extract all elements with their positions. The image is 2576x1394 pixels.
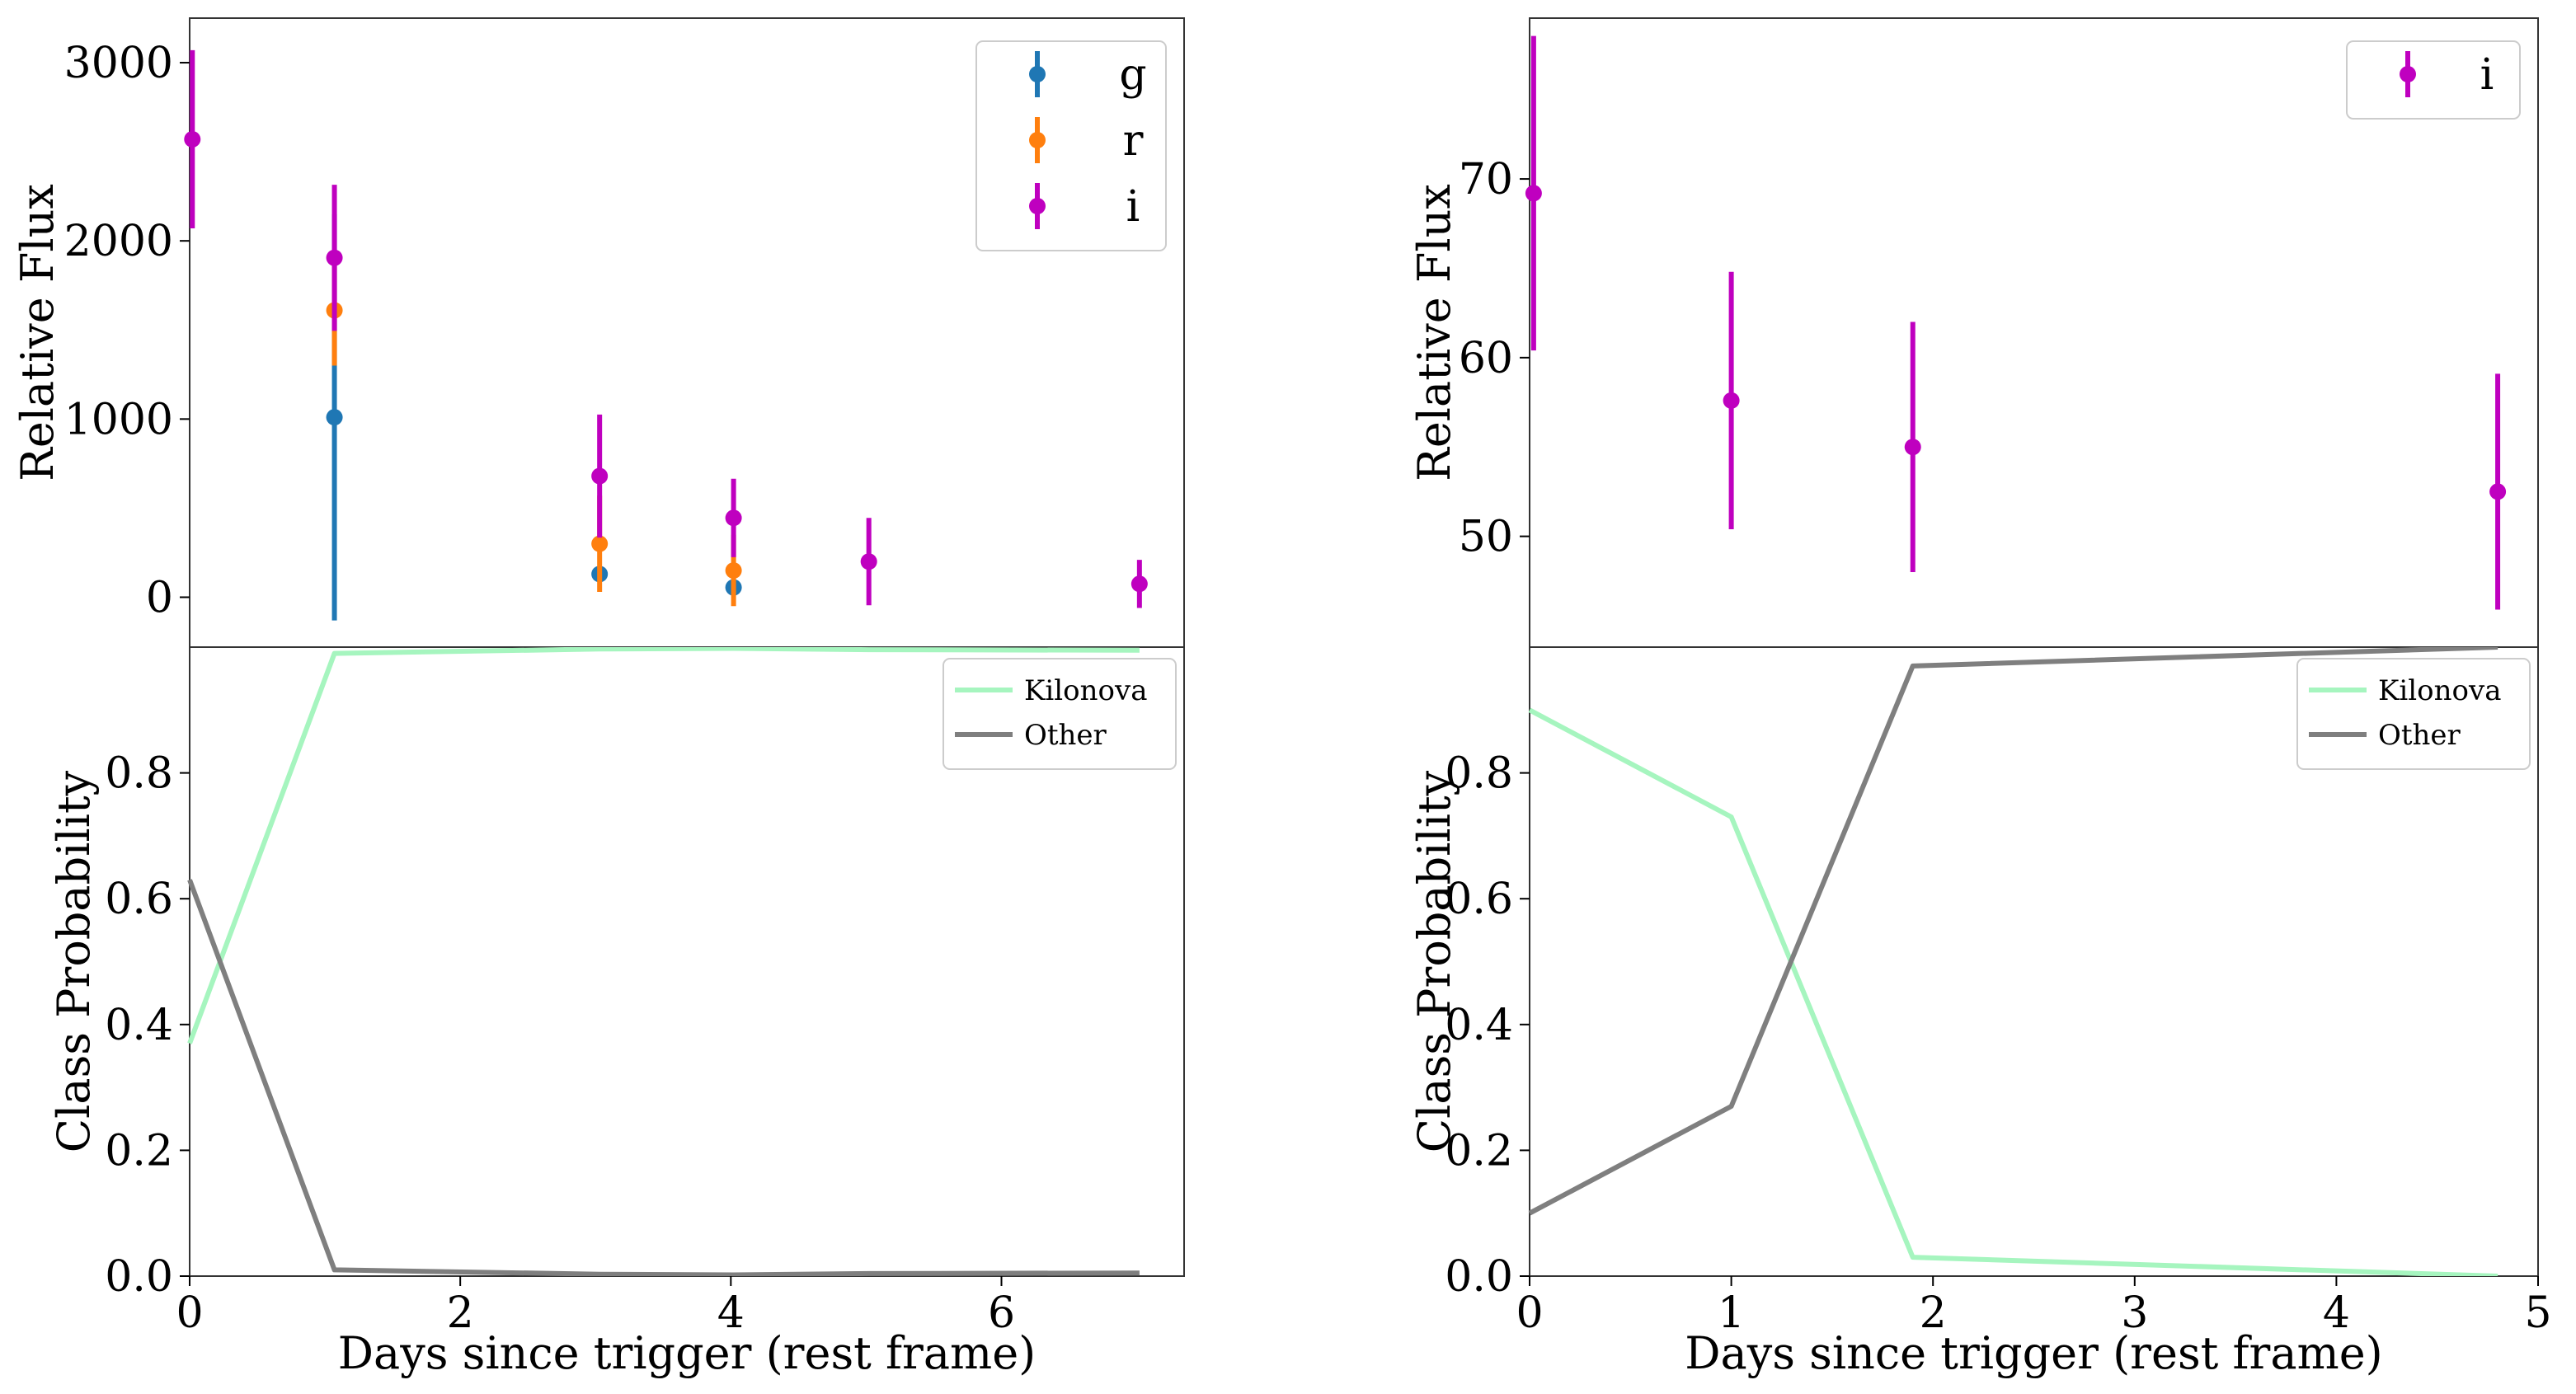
legend-swatch-dot-i [1029, 198, 1046, 214]
data-point-i [1723, 392, 1740, 409]
legend-box [2346, 40, 2521, 120]
legend-box [2296, 658, 2531, 770]
legend-box [975, 40, 1167, 251]
legend-label: Kilonova [2378, 674, 2501, 707]
legend-label: i [2480, 50, 2494, 100]
legend-label: Kilonova [1024, 674, 1147, 707]
legend-label: r [1123, 116, 1144, 166]
y-tick-label: 2000 [64, 217, 173, 266]
data-point-i [2489, 483, 2507, 500]
y-tick-label: 0.2 [1445, 1126, 1513, 1176]
x-tick-label: 0 [1516, 1288, 1543, 1338]
plot-area [187, 647, 1140, 1276]
x-tick-label: 1 [1718, 1288, 1745, 1338]
y-axis-title: Relative Flux [1408, 184, 1460, 481]
axes-frame-bottom-right [1529, 646, 2539, 1277]
legend-label: g [1119, 50, 1146, 100]
x-tick-label: 0 [176, 1288, 203, 1338]
legend-swatch-dot-i [2400, 66, 2416, 82]
panel-top-right [1520, 17, 2539, 648]
x-axis-title: Days since trigger (rest frame) [338, 1327, 1037, 1379]
y-tick-label: 0.2 [105, 1126, 173, 1176]
data-point-g [326, 409, 343, 426]
data-point-i [1131, 575, 1148, 593]
legend-box [942, 658, 1177, 770]
series-line-other [1528, 647, 2498, 1216]
data-point-i [1904, 439, 1921, 456]
data-point-i [860, 553, 877, 570]
series-line-other [187, 879, 1140, 1276]
legend-label: Other [1024, 719, 1107, 752]
legend-label: i [1126, 182, 1140, 232]
y-tick-label: 1000 [64, 395, 173, 444]
legend-swatch-dot-r [1029, 132, 1046, 148]
x-tick-label: 2 [1920, 1288, 1947, 1338]
x-axis-title: Days since trigger (rest frame) [1685, 1327, 2383, 1379]
y-tick-label: 3000 [64, 39, 173, 88]
data-point-r [591, 535, 609, 552]
y-tick-label: 0.0 [105, 1252, 173, 1302]
series-line-kilonova [1528, 707, 2498, 1276]
x-tick-label: 4 [717, 1288, 745, 1338]
y-tick-label: 50 [1459, 513, 1513, 562]
x-tick-label: 6 [988, 1288, 1015, 1338]
legend-swatch-dot-g [1029, 66, 1046, 82]
y-axis-title: Class Probability [48, 770, 100, 1152]
data-point-i [591, 467, 609, 485]
data-point-r [725, 562, 742, 580]
y-tick-label: 0.0 [1445, 1252, 1513, 1302]
y-tick-label: 0.6 [1445, 875, 1513, 924]
y-tick-label: 0 [146, 573, 173, 622]
y-tick-label: 70 [1459, 155, 1513, 204]
legend-label: Other [2378, 719, 2461, 752]
panel-top-left [180, 17, 1185, 648]
y-tick-label: 60 [1459, 334, 1513, 383]
y-tick-label: 0.8 [105, 749, 173, 799]
data-point-i [725, 509, 742, 527]
y-axis-title: Relative Flux [12, 184, 63, 481]
x-tick-label: 2 [447, 1288, 474, 1338]
x-tick-label: 3 [2121, 1288, 2148, 1338]
x-tick-label: 4 [2323, 1288, 2350, 1338]
panel-bottom-right [1520, 646, 2539, 1286]
plot-area [1525, 35, 2507, 610]
y-tick-label: 0.4 [105, 1001, 173, 1050]
data-point-i [1525, 185, 1542, 202]
x-tick-label: 5 [2524, 1288, 2551, 1338]
y-tick-label: 0.6 [105, 875, 173, 924]
panel-bottom-left [180, 646, 1185, 1286]
series-line-kilonova [187, 647, 1140, 1044]
data-point-i [326, 249, 343, 266]
y-tick-label: 0.8 [1445, 749, 1513, 799]
plot-area [1528, 647, 2498, 1276]
y-tick-label: 0.4 [1445, 1001, 1513, 1050]
plot-area [184, 49, 1148, 621]
y-axis-title: Class Probability [1408, 770, 1460, 1152]
data-point-i [184, 130, 201, 148]
